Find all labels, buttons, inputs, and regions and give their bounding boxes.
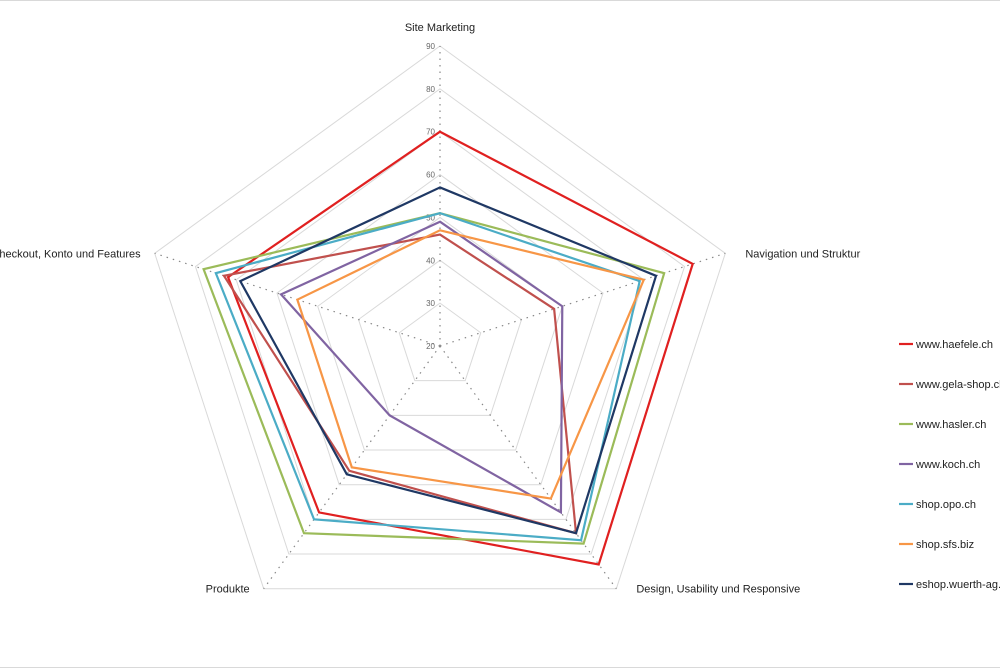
tick-label: 40 xyxy=(426,256,435,265)
legend-label: www.hasler.ch xyxy=(915,419,986,431)
axis-spoke xyxy=(439,252,726,347)
tick-label: 30 xyxy=(426,299,435,308)
axis-label: Produkte xyxy=(206,584,250,596)
legend-label: shop.sfs.biz xyxy=(916,539,974,551)
radar-grid xyxy=(154,45,726,590)
legend-label: shop.opo.ch xyxy=(916,499,976,511)
legend-label: www.koch.ch xyxy=(915,459,980,471)
grid-ring-60 xyxy=(276,173,604,486)
axis-label: Navigation und Struktur xyxy=(745,248,860,260)
legend: www.haefele.ch www.gela-shop.ch www.hasler… xyxy=(899,339,1000,591)
tick-label: 60 xyxy=(426,171,435,180)
series-line xyxy=(295,229,646,500)
axis-spoke xyxy=(439,345,617,590)
axis-labels: Site Marketing Navigation und Struktur Des… xyxy=(0,22,861,596)
legend-label: www.gela-shop.ch xyxy=(915,379,1000,391)
radial-tick-labels: 20 30 40 50 60 70 80 90 xyxy=(426,42,435,351)
legend-label: eshop.wuerth-ag.ch xyxy=(916,579,1000,591)
axis-label: Site Marketing xyxy=(405,22,475,34)
tick-label: 80 xyxy=(426,85,435,94)
tick-label: 20 xyxy=(426,342,435,351)
series-lines xyxy=(202,130,695,566)
grid-ring-80 xyxy=(194,88,686,555)
axis-label: Checkout, Konto und Features xyxy=(0,248,141,260)
tick-label: 90 xyxy=(426,42,435,51)
series-line xyxy=(222,233,578,535)
grid-ring-90 xyxy=(154,45,726,590)
grid-ring-70 xyxy=(235,131,645,520)
tick-label: 50 xyxy=(426,213,435,222)
tick-label: 70 xyxy=(426,128,435,137)
grid-ring-30 xyxy=(398,302,482,382)
legend-label: www.haefele.ch xyxy=(915,339,993,351)
grid-ring-40 xyxy=(357,259,523,416)
axis-label: Design, Usability und Responsive xyxy=(636,584,800,596)
series-line xyxy=(238,186,658,535)
series-line xyxy=(279,220,564,515)
